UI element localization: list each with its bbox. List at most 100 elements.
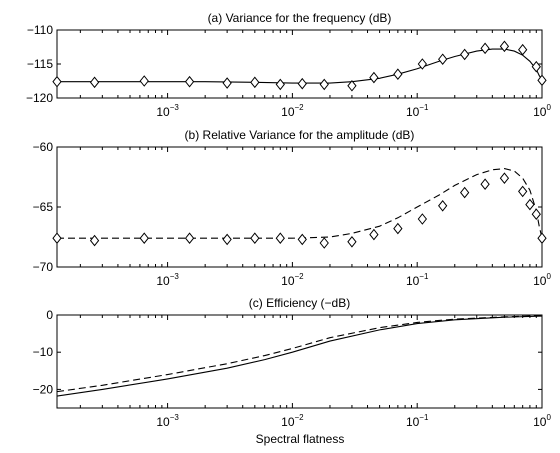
data-point-diamond	[438, 199, 448, 212]
series-markers	[52, 172, 547, 249]
data-point-diamond	[480, 42, 490, 55]
y-tick-label: −60	[33, 140, 54, 154]
data-point-diamond	[52, 75, 62, 88]
data-point-diamond	[369, 71, 379, 84]
data-point-diamond	[222, 77, 232, 89]
x-tick-exponent: −1	[419, 413, 429, 422]
data-point-diamond	[184, 232, 195, 245]
y-tick-label: 0	[46, 308, 53, 322]
series-line-solid	[57, 315, 542, 397]
x-tick-exponent: −1	[419, 272, 429, 281]
data-point-diamond	[393, 68, 403, 81]
y-tick-label: −115	[27, 57, 53, 71]
x-tick-exponent: −1	[419, 103, 429, 112]
y-tick-label: −110	[27, 23, 53, 37]
axes-frame	[56, 146, 543, 268]
x-tick-label: 10−3	[156, 103, 179, 119]
panel-title: (b) Relative Variance for the amplitude …	[185, 128, 415, 142]
data-point-diamond	[319, 237, 329, 249]
data-point-diamond	[297, 233, 307, 246]
axes-frame	[56, 314, 543, 409]
data-point-diamond	[89, 234, 100, 247]
series-line-solid	[57, 48, 542, 84]
series-line-dashed	[57, 168, 542, 239]
x-tick-base: 10	[281, 415, 295, 429]
data-point-diamond	[460, 186, 470, 199]
x-tick-base: 10	[406, 105, 420, 119]
data-point-diamond	[480, 178, 490, 191]
x-tick-base: 10	[406, 274, 420, 288]
x-tick-exponent: −2	[295, 413, 305, 422]
data-point-diamond	[531, 208, 541, 221]
data-point-diamond	[438, 53, 448, 66]
data-point-diamond	[499, 172, 510, 185]
data-point-diamond	[139, 232, 149, 245]
panel-title: (c) Efficiency (−dB)	[249, 296, 350, 310]
x-tick-label: 10−2	[281, 103, 304, 119]
x-tick-exponent: 0	[546, 103, 551, 112]
data-point-diamond	[319, 78, 329, 91]
data-point-diamond	[531, 60, 541, 73]
data-point-diamond	[347, 235, 357, 248]
x-tick-base: 10	[533, 105, 547, 119]
x-tick-exponent: −3	[170, 272, 180, 281]
x-tick-label: 100	[533, 272, 551, 288]
data-point-diamond	[89, 76, 100, 89]
x-tick-exponent: 0	[546, 272, 551, 281]
panel-title: (a) Variance for the frequency (dB)	[208, 11, 392, 25]
x-tick-label: 10−1	[406, 103, 429, 119]
x-tick-label: 10−2	[281, 413, 304, 429]
data-point-diamond	[369, 228, 379, 241]
y-tick-label: −70	[33, 260, 54, 274]
data-point-diamond	[184, 75, 195, 88]
data-point-diamond	[460, 48, 470, 61]
series-line-dashed	[57, 315, 542, 393]
series-markers	[52, 40, 547, 92]
data-point-diamond	[139, 75, 149, 87]
panel-0: (a) Variance for the frequency (dB)−110−…	[26, 11, 551, 119]
x-tick-label: 100	[533, 413, 551, 429]
data-point-diamond	[518, 43, 528, 56]
x-tick-exponent: 0	[546, 413, 551, 422]
y-tick-label: −20	[33, 382, 54, 396]
data-point-diamond	[275, 232, 285, 245]
x-tick-label: 10−1	[406, 413, 429, 429]
x-tick-base: 10	[281, 274, 295, 288]
data-point-diamond	[297, 77, 307, 90]
x-tick-base: 10	[156, 415, 170, 429]
x-tick-exponent: −2	[295, 272, 305, 281]
data-point-diamond	[417, 58, 428, 70]
data-point-diamond	[250, 232, 260, 245]
x-tick-base: 10	[533, 274, 547, 288]
x-tick-label: 10−1	[406, 272, 429, 288]
panel-1: (b) Relative Variance for the amplitude …	[33, 128, 552, 288]
data-point-diamond	[347, 79, 357, 92]
data-point-diamond	[525, 198, 535, 211]
x-tick-exponent: −3	[170, 103, 180, 112]
x-tick-base: 10	[156, 105, 170, 119]
x-tick-label: 10−3	[156, 272, 179, 288]
x-tick-base: 10	[406, 415, 420, 429]
x-axis-label: Spectral flatness	[256, 432, 345, 446]
y-tick-label: −65	[33, 200, 54, 214]
data-point-diamond	[222, 233, 232, 246]
x-tick-label: 10−2	[281, 272, 304, 288]
x-tick-base: 10	[156, 274, 170, 288]
data-point-diamond	[499, 40, 510, 53]
y-tick-label: −10	[33, 345, 54, 359]
x-tick-exponent: −3	[170, 413, 180, 422]
x-tick-label: 100	[533, 103, 551, 119]
x-tick-base: 10	[281, 105, 295, 119]
x-tick-exponent: −2	[295, 103, 305, 112]
axes-frame	[56, 29, 543, 99]
data-point-diamond	[275, 78, 285, 91]
data-point-diamond	[52, 232, 62, 245]
data-point-diamond	[417, 213, 428, 225]
data-point-diamond	[537, 74, 547, 87]
data-point-diamond	[393, 222, 403, 235]
y-tick-label: −120	[26, 91, 53, 105]
panels: (a) Variance for the frequency (dB)−110−…	[26, 11, 551, 429]
x-tick-label: 10−3	[156, 413, 179, 429]
